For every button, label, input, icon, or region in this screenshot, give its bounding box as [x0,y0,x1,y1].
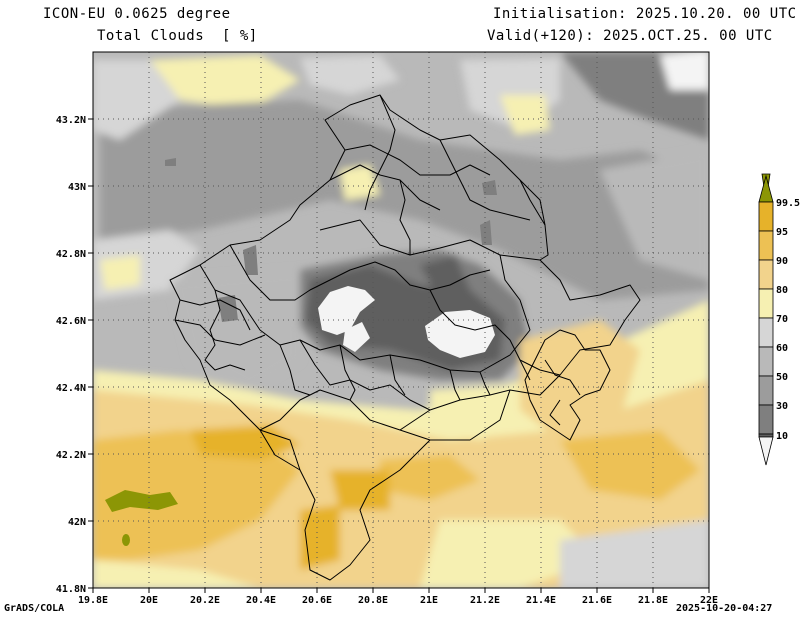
colorbar-label: 50 [776,372,788,383]
colorbar-arrow-max [758,174,774,203]
cloud-field [93,52,709,588]
lat-label: 42.4N [56,383,86,394]
lon-label: 21.8E [638,595,668,606]
colorbar-swatch [758,346,774,377]
lon-axis: 19.8E 20E 20.2E 20.4E 20.6E 20.8E 21E 21… [78,595,718,606]
lon-label: 20E [140,595,158,606]
colorbar-swatch [758,317,774,348]
lat-label: 42.6N [56,316,86,327]
lat-label: 42.8N [56,249,86,260]
lon-label: 21.2E [470,595,500,606]
lon-label: 22E [700,595,718,606]
lat-label: 41.8N [56,584,86,595]
colorbar [758,173,774,466]
lat-label: 42.2N [56,450,86,461]
colorbar-label: 60 [776,343,788,354]
lon-label: 21E [420,595,438,606]
colorbar-label: 70 [776,314,788,325]
lon-label: 21.6E [582,595,612,606]
colorbar-label: 80 [776,285,788,296]
colorbar-swatch [758,404,774,435]
colorbar-swatch [758,201,774,232]
lat-label: 43.2N [56,115,86,126]
lon-label: 20.8E [358,595,388,606]
valid-time: Valid(+120): 2025.OCT.25. 00 UTC [487,28,773,44]
colorbar-label: 95 [776,227,788,238]
colorbar-label: 10 [776,431,788,442]
lon-label: 19.8E [78,595,108,606]
init-time: Initialisation: 2025.10.20. 00 UTC [493,6,797,22]
lon-label: 20.2E [190,595,220,606]
variable-title: Total Clouds [ %] [97,28,258,44]
colorbar-swatch [758,230,774,261]
colorbar-arrow-min [758,436,774,466]
lat-label: 43N [68,182,86,193]
borders [169,94,641,581]
colorbar-label: 99.5 [776,198,800,209]
ticks [88,118,710,593]
lon-label: 20.4E [246,595,276,606]
model-title: ICON-EU 0.0625 degree [43,6,231,22]
colorbar-labels: 99.5 95 90 80 70 60 50 30 10 [776,198,800,442]
timestamp-text: 2025-10-20-04:27 [676,603,773,614]
colorbar-swatch [758,259,774,290]
colorbar-label: 90 [776,256,788,267]
lat-axis: 43.2N 43N 42.8N 42.6N 42.4N 42.2N 42N 41… [56,115,86,595]
colorbar-swatch [758,375,774,406]
lon-label: 21.4E [526,595,556,606]
colorbar-swatch [758,288,774,319]
lat-label: 42N [68,517,86,528]
colorbar-label: 30 [776,401,788,412]
lon-label: 20.6E [302,595,332,606]
credit-text: GrADS/COLA [4,603,65,614]
colorbar-swatch [758,433,774,438]
